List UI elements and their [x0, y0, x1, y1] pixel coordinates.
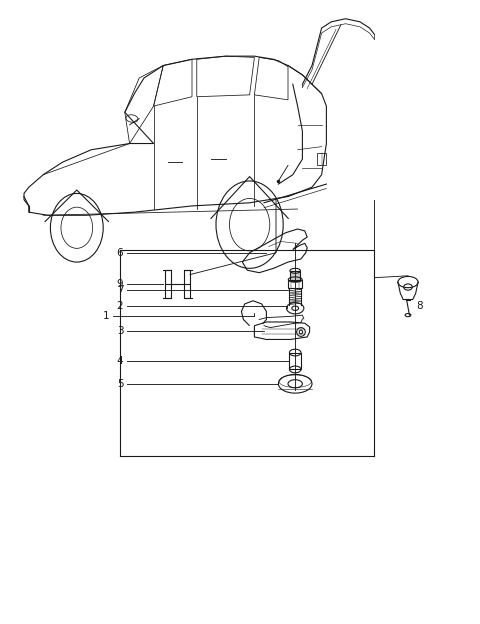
Bar	[165, 270, 171, 298]
Text: 4: 4	[117, 356, 123, 366]
Bar	[290, 271, 300, 281]
Text: 5: 5	[117, 379, 123, 389]
Bar	[288, 280, 302, 288]
Text: 3: 3	[117, 326, 123, 336]
Text: 2: 2	[117, 301, 123, 311]
Bar	[184, 270, 190, 298]
Text: 8: 8	[417, 301, 423, 311]
Text: 1: 1	[102, 311, 109, 321]
Bar	[289, 353, 301, 369]
Text: 7: 7	[117, 285, 123, 295]
Text: 6: 6	[117, 248, 123, 258]
Text: 9: 9	[117, 279, 123, 289]
